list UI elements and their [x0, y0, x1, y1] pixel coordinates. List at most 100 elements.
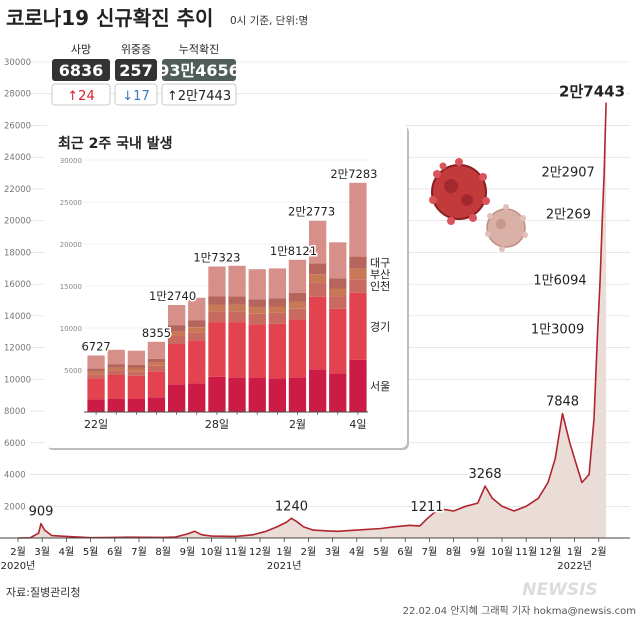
main-y-tick-label: 12000 — [4, 344, 31, 354]
inset-bar-segment — [228, 296, 246, 305]
newsis-logo: NEWSIS — [522, 580, 597, 600]
main-x-tick-label: 4월 — [349, 546, 365, 558]
inset-legend-label: 대구 — [370, 257, 390, 270]
inset-bar-segment — [288, 259, 307, 293]
inset-bar-segment — [349, 182, 367, 257]
inset-bar-segment — [349, 292, 367, 360]
main-data-label: 2만2907 — [541, 166, 594, 181]
main-x-tick-label: 2월 — [591, 546, 607, 558]
arrow-down-icon: ↓ — [122, 89, 133, 104]
stat-change-value: 2만7443 — [178, 89, 231, 104]
inset-bar-value-label: 1만7323 — [193, 251, 240, 265]
main-y-tick-label: 8000 — [4, 407, 26, 417]
main-data-label: 2만7443 — [559, 83, 625, 101]
main-chart-y-axis: 2000 4000 6000 8000 10000 12000 14000 16000 1800… — [4, 58, 31, 512]
main-y-tick-label: 14000 — [4, 312, 31, 322]
main-series-area — [18, 102, 607, 538]
main-x-tick-label: 5월 — [373, 546, 389, 558]
inset-bar-segment — [107, 364, 125, 368]
stat-label: 누적확진 — [179, 43, 219, 56]
inset-bar-segment — [248, 313, 266, 325]
inset-bar-segment — [147, 358, 166, 363]
inset-bar-segment — [208, 266, 226, 297]
inset-bar-value-label: 2만7283 — [330, 167, 377, 181]
stat-value-box — [52, 59, 110, 81]
inset-bar-segment — [168, 305, 186, 326]
main-x-tick-label: 2월 — [10, 546, 26, 558]
inset-bar-segment — [248, 378, 266, 412]
main-y-tick-label: 30000 — [4, 58, 31, 68]
inset-legend-label: 부산 — [370, 268, 390, 281]
main-data-label: 1만6094 — [533, 274, 586, 289]
inset-x-tick-label: 22일 — [84, 417, 108, 431]
main-year-label: 2022년 — [557, 560, 592, 572]
inset-bar-segment — [268, 378, 286, 412]
main-chart-area — [17, 102, 607, 539]
inset-bar-segment — [309, 263, 327, 275]
main-data-label: 909 — [29, 505, 54, 520]
virus-small-icon — [485, 204, 528, 252]
inset-bar-segment — [168, 384, 186, 412]
inset-bar-segment — [329, 288, 347, 297]
inset-y-tick-label: 5000 — [64, 367, 82, 375]
main-x-tick-label: 9월 — [180, 546, 196, 558]
stat-change-value: 17 — [133, 89, 150, 104]
inset-bar-segment — [329, 242, 347, 279]
inset-bar-segment — [107, 370, 125, 375]
inset-bar-segment — [208, 311, 226, 323]
inset-y-tick-label: 25000 — [60, 199, 82, 207]
inset-bar-segment — [147, 397, 166, 412]
inset-bar-segment — [248, 307, 266, 314]
main-y-tick-label: 24000 — [4, 153, 31, 163]
inset-bar-segment — [288, 301, 307, 309]
inset-bar-segment — [288, 377, 307, 412]
main-y-tick-label: 10000 — [4, 375, 31, 385]
source-text: 자료:질병관리청 — [6, 586, 81, 599]
main-chart-annotations: 909 1240 1211 3268 7848 1만3009 1만6094 2만269 2만29… — [27, 81, 626, 521]
main-data-label: 7848 — [546, 394, 579, 409]
inset-bar-segment — [127, 365, 145, 369]
inset-bar-segment — [208, 296, 226, 305]
stat-value-box — [115, 59, 157, 81]
inset-bar-segment — [329, 278, 347, 289]
stat-value: 257 — [119, 61, 152, 80]
inset-bar-segment — [309, 282, 327, 297]
inset-bar-segment — [309, 369, 327, 412]
inset-bar-segment — [228, 265, 246, 297]
main-x-tick-label: 6월 — [107, 546, 123, 558]
inset-bar-segment — [127, 368, 145, 372]
inset-legend-label: 서울 — [370, 380, 390, 393]
main-data-label: 3268 — [469, 467, 502, 482]
inset-bar-segment — [107, 349, 125, 365]
main-y-tick-label: 28000 — [4, 90, 31, 100]
inset-bar-segment — [268, 298, 286, 307]
inset-bar-value-label: 1만2740 — [149, 289, 196, 303]
inset-bar-segment — [188, 332, 206, 341]
main-x-tick-label: 11월 — [515, 546, 537, 558]
stat-change: ↑24 — [67, 89, 94, 104]
main-year-label: 2020년 — [1, 560, 36, 572]
stat-value-box — [162, 59, 236, 81]
inset-bar-segment — [188, 297, 206, 321]
inset-bar-segment — [309, 220, 327, 264]
inset-title: 최근 2주 국내 발생 — [58, 135, 173, 152]
inset-bar-segment — [127, 375, 145, 399]
inset-bar-segment — [248, 324, 266, 378]
main-x-tick-label: 5월 — [83, 546, 99, 558]
inset-recent-two-weeks: 최근 2주 국내 발생 5000 10000 15000 20000 25000 3000… — [45, 124, 409, 450]
main-x-tick-label: 7월 — [422, 546, 438, 558]
inset-x-tick-label: 2월 — [289, 418, 306, 431]
stat-change-value: 24 — [78, 89, 95, 104]
main-chart-year-labels: 2020년 2021년 2022년 — [1, 560, 592, 572]
main-data-label: 1240 — [275, 499, 308, 514]
inset-legend-label: 인천 — [370, 279, 390, 293]
inset-bar-segment — [349, 279, 367, 293]
main-x-tick-label: 1월 — [276, 546, 292, 558]
inset-value-labels: 6727 8355 1만2740 1만7323 1만8121 2만2773 2만7283 — [80, 165, 379, 355]
inset-bar-value-label: 6727 — [81, 340, 110, 354]
stat-change-box — [51, 83, 111, 106]
inset-bar-segment — [228, 311, 246, 323]
inset-bar-segment — [268, 312, 286, 324]
